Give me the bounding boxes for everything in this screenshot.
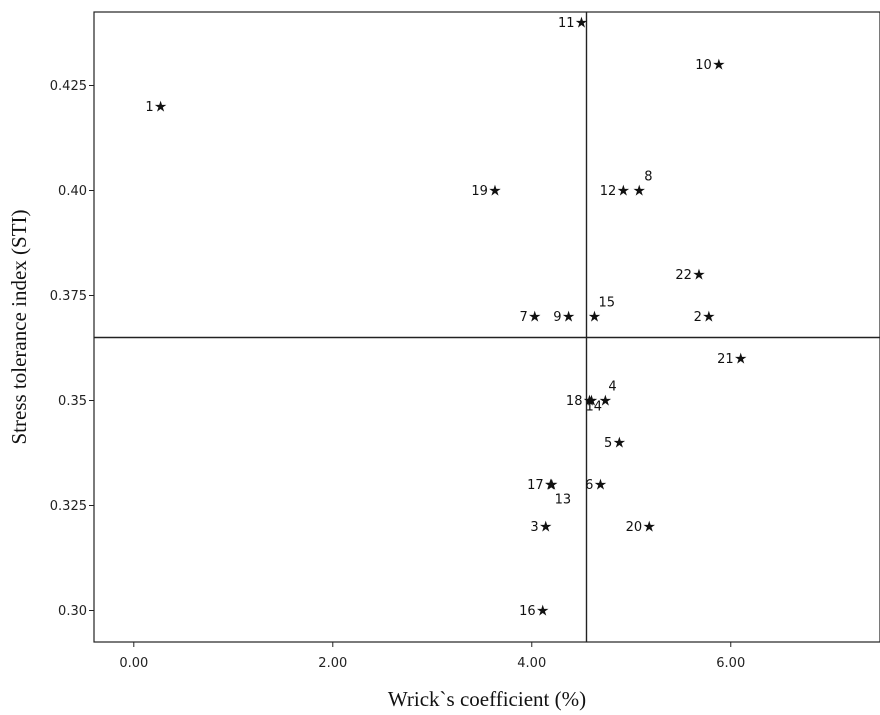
point-marker-6: ★ [594,476,607,494]
point-marker-4: ★ [599,392,612,410]
x-tick-label: 4.00 [517,656,546,671]
plot-frame [93,11,880,643]
point-label-15: 15 [598,296,615,311]
point-label-14: 14 [585,400,602,415]
point-marker-3: ★ [539,518,552,536]
point-marker-14: ★ [585,392,598,410]
point-marker-12: ★ [617,182,630,200]
point-label-10: 10 [695,58,712,73]
point-marker-15: ★ [588,308,601,326]
point-marker-21: ★ [734,350,747,368]
point-marker-1: ★ [154,98,167,116]
y-tick-label: 0.375 [50,289,87,304]
point-label-2: 2 [694,310,702,325]
point-marker-19: ★ [488,182,501,200]
y-axis-title: Stress tolerance index (STI) [7,209,31,444]
point-label-11: 11 [558,16,575,31]
point-label-22: 22 [675,268,692,283]
y-axis: 0.30 0.325 0.35 0.375 0.40 0.425 [50,79,94,619]
point-marker-5: ★ [613,434,626,452]
x-axis-title: Wrick`s coefficient (%) [388,687,586,711]
point-marker-20: ★ [642,518,655,536]
point-marker-17: ★ [544,476,557,494]
point-marker-8: ★ [632,182,645,200]
x-tick-label: 0.00 [119,656,148,671]
point-marker-16: ★ [536,602,549,620]
point-label-17: 17 [527,478,544,493]
point-marker-7: ★ [528,308,541,326]
y-tick-label: 0.30 [58,604,87,619]
reference-lines [94,12,880,642]
point-label-20: 20 [626,520,643,535]
point-marker-18: ★ [583,392,596,410]
y-tick-label: 0.425 [50,79,87,94]
point-label-3: 3 [530,520,538,535]
point-label-18: 18 [566,394,583,409]
point-label-21: 21 [717,352,734,367]
point-marker-9: ★ [562,308,575,326]
point-label-16: 16 [519,604,536,619]
point-label-4: 4 [608,380,616,395]
point-label-9: 9 [553,310,561,325]
data-points: ★1★2★3★4★5★6★7★8★9★10★11★12★13★14★15★16★… [145,14,747,620]
point-marker-22: ★ [692,266,705,284]
point-label-6: 6 [585,478,593,493]
point-marker-11: ★ [575,14,588,32]
point-label-1: 1 [145,100,153,115]
y-tick-label: 0.40 [58,184,87,199]
point-marker-10: ★ [712,56,725,74]
x-tick-label: 2.00 [318,656,347,671]
x-tick-label: 6.00 [716,656,745,671]
point-marker-2: ★ [702,308,715,326]
point-label-13: 13 [555,493,572,508]
point-label-12: 12 [600,184,617,199]
point-marker-13: ★ [545,476,558,494]
y-tick-label: 0.325 [50,499,87,514]
point-label-8: 8 [644,170,652,185]
x-axis: 0.00 2.00 4.00 6.00 [119,642,745,671]
point-label-19: 19 [471,184,488,199]
point-label-5: 5 [604,436,612,451]
point-label-7: 7 [519,310,527,325]
y-tick-label: 0.35 [58,394,87,409]
